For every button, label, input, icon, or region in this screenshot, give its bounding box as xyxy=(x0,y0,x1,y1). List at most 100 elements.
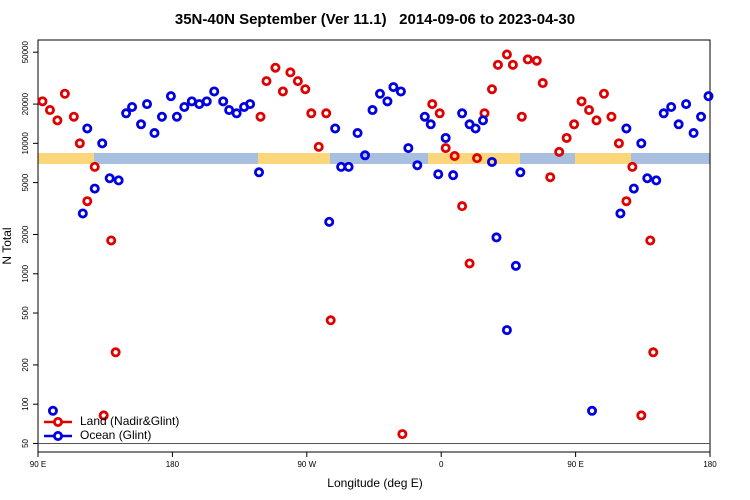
point xyxy=(472,153,483,164)
point xyxy=(300,84,311,95)
point xyxy=(457,201,468,212)
point xyxy=(642,173,653,184)
point xyxy=(324,216,335,227)
point xyxy=(255,111,266,122)
point xyxy=(156,111,167,122)
y-tick-label: 500 xyxy=(21,306,30,320)
point xyxy=(106,235,117,246)
point xyxy=(478,115,489,126)
point xyxy=(440,143,451,154)
point xyxy=(606,111,617,122)
land-band xyxy=(575,153,631,164)
x-tick-label: 180 xyxy=(166,460,180,469)
point xyxy=(673,119,684,130)
point xyxy=(507,59,518,70)
point xyxy=(165,91,176,102)
point xyxy=(89,161,100,172)
point xyxy=(277,86,288,97)
point xyxy=(224,105,235,116)
point xyxy=(68,111,79,122)
point xyxy=(621,196,632,207)
point xyxy=(97,138,108,149)
y-tick-label: 2000 xyxy=(21,225,30,243)
plot-frame xyxy=(37,39,711,453)
point xyxy=(554,146,565,157)
point xyxy=(433,169,444,180)
point xyxy=(367,105,378,116)
point xyxy=(613,138,624,149)
point xyxy=(448,170,459,181)
y-tick-label: 5000 xyxy=(21,173,30,191)
point xyxy=(110,347,121,358)
point xyxy=(313,141,324,152)
point xyxy=(397,429,408,440)
y-tick-label: 100 xyxy=(21,397,30,411)
point xyxy=(486,84,497,95)
point xyxy=(171,111,182,122)
point xyxy=(648,347,659,358)
point xyxy=(681,99,692,110)
legend-label: Land (Nadir&Glint) xyxy=(80,414,179,428)
point xyxy=(628,183,639,194)
x-tick-label: 180 xyxy=(703,460,717,469)
y-tick-label: 50 xyxy=(21,438,30,447)
point xyxy=(104,173,115,184)
point xyxy=(522,54,533,65)
point xyxy=(403,143,414,154)
point xyxy=(658,108,669,119)
point xyxy=(44,105,55,116)
surface-band xyxy=(38,153,710,164)
point xyxy=(696,111,707,122)
point xyxy=(636,138,647,149)
point xyxy=(285,67,296,78)
point xyxy=(516,111,527,122)
point xyxy=(292,76,303,87)
point xyxy=(449,150,460,161)
point xyxy=(440,132,451,143)
point xyxy=(395,86,406,97)
point xyxy=(360,150,371,161)
point xyxy=(89,183,100,194)
point xyxy=(621,123,632,134)
point xyxy=(74,138,85,149)
point xyxy=(270,62,281,73)
point xyxy=(510,260,521,271)
point xyxy=(37,96,48,107)
y-tick-label: 50000 xyxy=(21,41,30,64)
point xyxy=(374,88,385,99)
point xyxy=(537,78,548,89)
x-tick-label: 90 E xyxy=(30,460,46,469)
point xyxy=(321,108,332,119)
point xyxy=(179,101,190,112)
point xyxy=(142,99,153,110)
point xyxy=(666,101,677,112)
point xyxy=(121,108,132,119)
x-axis-label: Longitude (deg E) xyxy=(327,476,422,490)
x-tick-label: 90 E xyxy=(567,460,583,469)
point xyxy=(651,175,662,186)
point xyxy=(703,91,714,102)
y-tick-label: 1000 xyxy=(21,264,30,282)
point xyxy=(569,119,580,130)
point xyxy=(330,123,341,134)
point xyxy=(306,108,317,119)
point xyxy=(645,235,656,246)
point xyxy=(59,88,70,99)
y-tick-label: 20000 xyxy=(21,92,30,115)
point xyxy=(77,208,88,219)
point xyxy=(127,101,138,112)
point xyxy=(98,410,109,421)
point xyxy=(325,315,336,326)
point xyxy=(464,258,475,269)
point xyxy=(486,156,497,167)
point xyxy=(434,108,445,119)
point xyxy=(261,76,272,87)
point xyxy=(561,132,572,143)
point xyxy=(636,410,647,421)
point xyxy=(113,175,124,186)
point xyxy=(419,111,430,122)
y-tick-label: 200 xyxy=(21,358,30,372)
point xyxy=(587,405,598,416)
point xyxy=(149,128,160,139)
